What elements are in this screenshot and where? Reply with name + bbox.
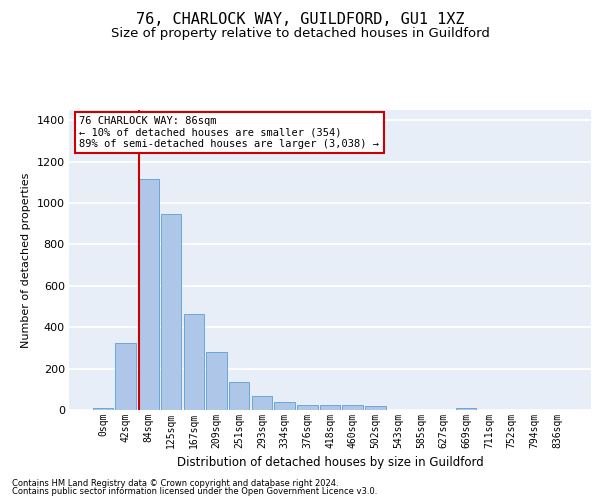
Bar [206, 352, 227, 410]
Bar [184, 314, 204, 410]
Bar [343, 405, 363, 410]
Bar [93, 408, 113, 410]
Text: Size of property relative to detached houses in Guildford: Size of property relative to detached ho… [110, 28, 490, 40]
Bar [161, 214, 181, 410]
Text: Contains HM Land Registry data © Crown copyright and database right 2024.: Contains HM Land Registry data © Crown c… [12, 478, 338, 488]
Bar [274, 402, 295, 410]
Bar [138, 180, 158, 410]
Bar [320, 405, 340, 410]
X-axis label: Distribution of detached houses by size in Guildford: Distribution of detached houses by size … [176, 456, 484, 469]
Bar [365, 406, 386, 410]
Bar [229, 382, 250, 410]
Bar [251, 396, 272, 410]
Bar [456, 408, 476, 410]
Bar [115, 343, 136, 410]
Text: 76 CHARLOCK WAY: 86sqm
← 10% of detached houses are smaller (354)
89% of semi-de: 76 CHARLOCK WAY: 86sqm ← 10% of detached… [79, 116, 379, 149]
Bar [297, 406, 317, 410]
Text: 76, CHARLOCK WAY, GUILDFORD, GU1 1XZ: 76, CHARLOCK WAY, GUILDFORD, GU1 1XZ [136, 12, 464, 28]
Y-axis label: Number of detached properties: Number of detached properties [21, 172, 31, 348]
Text: Contains public sector information licensed under the Open Government Licence v3: Contains public sector information licen… [12, 487, 377, 496]
